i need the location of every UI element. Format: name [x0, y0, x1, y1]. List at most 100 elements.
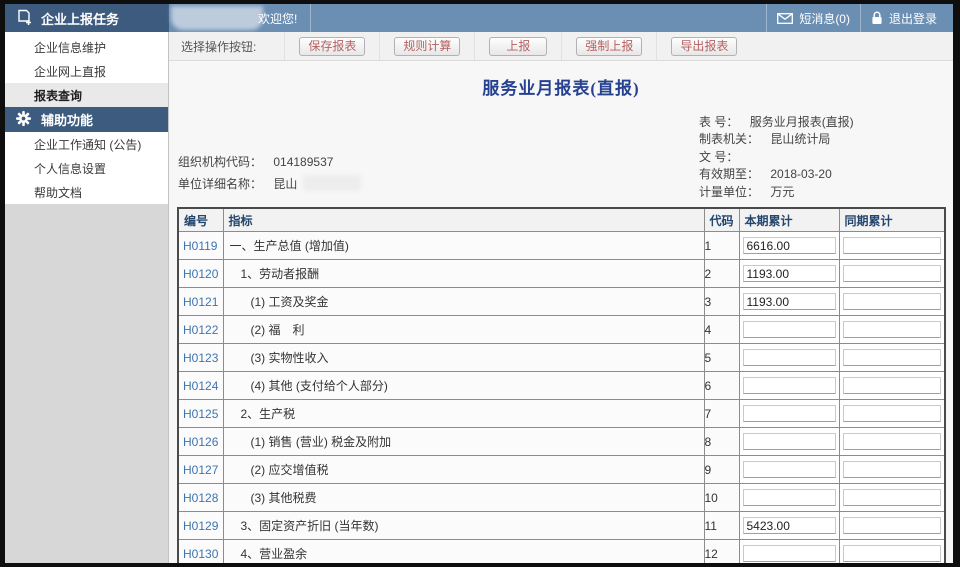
- row-code-link[interactable]: H0130: [183, 546, 219, 561]
- sidebar-group-aux: 企业工作通知 (公告) 个人信息设置 帮助文档: [5, 132, 168, 204]
- report-table: 编号 指标 代码 本期累计 同期累计 H0119 一、生产总值 (增加值) 1 …: [177, 207, 946, 563]
- sidebar-item-label: 企业信息维护: [34, 40, 107, 55]
- current-period-input[interactable]: [742, 405, 836, 422]
- column-header: 指标: [222, 207, 705, 232]
- toolbar-button[interactable]: 导出报表: [671, 36, 738, 56]
- sidebar-item[interactable]: 个人信息设置: [5, 156, 168, 180]
- prior-period-input[interactable]: [842, 237, 941, 254]
- row-code-link[interactable]: H0127: [183, 462, 219, 477]
- row-code-link[interactable]: H0122: [183, 322, 219, 337]
- code-cell: 10: [703, 483, 740, 512]
- indicator-cell: 4、营业盈余: [222, 539, 705, 563]
- envelope-icon: [777, 12, 794, 24]
- row-code-link[interactable]: H0121: [183, 294, 219, 309]
- indicator-cell: (2) 应交增值税: [222, 455, 705, 484]
- meta-line: 表 号： 服务业月报表(直报): [699, 114, 854, 131]
- row-code-link[interactable]: H0123: [183, 350, 219, 365]
- current-period-input[interactable]: [742, 265, 836, 282]
- sidebar-item[interactable]: 报表查询: [5, 83, 168, 107]
- indicator-label: (4) 其他 (支付给个人部分): [250, 379, 388, 393]
- toolbar-buttons: 保存报表 规则计算 上报 强制上报 导出报表: [270, 32, 738, 60]
- meta-value: 万元: [770, 184, 795, 199]
- row-code-link[interactable]: H0129: [183, 518, 219, 533]
- row-code-link[interactable]: H0126: [183, 434, 219, 449]
- current-period-cell: [738, 427, 840, 456]
- row-number-cell: H0124: [177, 371, 224, 400]
- row-code-link[interactable]: H0128: [183, 490, 219, 505]
- current-period-input[interactable]: [742, 433, 836, 450]
- meta-value: 昆山统计局: [770, 132, 831, 147]
- code-cell: 8: [703, 427, 740, 456]
- table-header-row: 编号 指标 代码 本期累计 同期累计: [177, 207, 946, 232]
- prior-period-input[interactable]: [842, 405, 941, 422]
- topbar: 企业上报任务 欢迎您! 短消息(0): [5, 4, 953, 32]
- sidebar-item-label: 企业工作通知 (公告): [34, 137, 142, 152]
- indicator-label: (3) 其他税费: [250, 491, 317, 505]
- toolbar-button[interactable]: 规则计算: [394, 36, 461, 56]
- current-period-input[interactable]: [742, 377, 836, 394]
- toolbar-button[interactable]: 上报: [489, 36, 548, 56]
- prior-period-input[interactable]: [842, 461, 941, 478]
- toolbar-divider: [379, 32, 381, 60]
- current-period-input[interactable]: [742, 321, 836, 338]
- redacted-unit-name: [302, 175, 361, 191]
- toolbar-button[interactable]: 保存报表: [299, 36, 366, 56]
- current-period-input[interactable]: [742, 293, 836, 310]
- sidebar-item-label: 报表查询: [34, 88, 83, 103]
- code-cell: 2: [703, 259, 740, 288]
- messages-button[interactable]: 短消息(0): [767, 4, 860, 32]
- toolbar-divider: [561, 32, 563, 60]
- sidebar-header-aux-functions: 辅助功能: [5, 107, 168, 132]
- current-period-input[interactable]: [742, 489, 836, 506]
- indicator-cell: 2、生产税: [222, 399, 705, 428]
- messages-label: 短消息(0): [799, 11, 850, 26]
- indicator-cell: (2) 福 利: [222, 315, 705, 344]
- row-code-link[interactable]: H0124: [183, 378, 219, 393]
- sidebar-header-label: 辅助功能: [41, 113, 94, 128]
- current-period-cell: [738, 231, 840, 260]
- prior-period-input[interactable]: [842, 489, 941, 506]
- meta-label: 文 号：: [699, 149, 739, 164]
- current-period-cell: [738, 483, 840, 512]
- prior-period-input[interactable]: [842, 517, 941, 534]
- sidebar-item[interactable]: 企业工作通知 (公告): [5, 132, 168, 156]
- meta-label: 表 号：: [699, 115, 739, 129]
- indicator-cell: (4) 其他 (支付给个人部分): [222, 371, 705, 400]
- toolbar-button[interactable]: 强制上报: [576, 36, 643, 56]
- column-header: 本期累计: [738, 207, 840, 232]
- prior-period-input[interactable]: [842, 293, 941, 310]
- current-period-input[interactable]: [742, 545, 836, 562]
- current-period-input[interactable]: [742, 237, 836, 254]
- prior-period-input[interactable]: [842, 545, 941, 562]
- row-code-link[interactable]: H0119: [183, 238, 218, 253]
- prior-period-input[interactable]: [842, 349, 941, 366]
- row-code-link[interactable]: H0125: [183, 406, 219, 421]
- prior-period-input[interactable]: [842, 377, 941, 394]
- prior-period-input[interactable]: [842, 265, 941, 282]
- current-period-cell: [738, 371, 840, 400]
- current-period-input[interactable]: [742, 461, 836, 478]
- indicator-cell: (1) 工资及奖金: [222, 287, 705, 316]
- logout-label: 退出登录: [888, 11, 937, 26]
- report-table-wrap: 编号 指标 代码 本期累计 同期累计 H0119 一、生产总值 (增加值) 1 …: [177, 207, 946, 563]
- row-number-cell: H0127: [177, 455, 224, 484]
- unit-name-value: 昆山: [273, 177, 298, 191]
- sidebar-item[interactable]: 帮助文档: [5, 180, 168, 204]
- row-code-link[interactable]: H0120: [183, 266, 219, 281]
- logout-button[interactable]: 退出登录: [861, 4, 947, 32]
- current-period-input[interactable]: [742, 517, 836, 534]
- app-window: 企业上报任务 欢迎您! 短消息(0): [5, 4, 953, 563]
- table-row: H0119 一、生产总值 (增加值) 1: [177, 231, 946, 260]
- current-period-cell: [738, 259, 840, 288]
- current-period-input[interactable]: [742, 349, 836, 366]
- prior-period-input[interactable]: [842, 433, 941, 450]
- row-number-cell: H0128: [177, 483, 224, 512]
- current-period-cell: [738, 343, 840, 372]
- code-cell: 4: [703, 315, 740, 344]
- sidebar-item[interactable]: 企业网上直报: [5, 59, 168, 83]
- indicator-label: 4、营业盈余: [240, 547, 308, 561]
- sidebar-filler: [5, 204, 168, 563]
- org-code-label: 组织机构代码：: [178, 155, 263, 169]
- prior-period-input[interactable]: [842, 321, 941, 338]
- sidebar-item[interactable]: 企业信息维护: [5, 35, 168, 59]
